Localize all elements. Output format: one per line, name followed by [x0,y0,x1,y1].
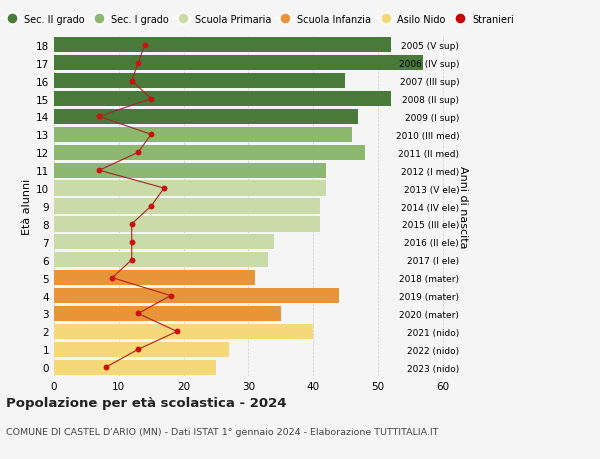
Point [127,221,137,228]
Point [107,274,117,282]
Point [172,328,182,336]
Bar [54,110,358,125]
Point [127,257,137,264]
Bar [54,56,423,71]
Point [95,167,104,174]
Bar [54,217,320,232]
Y-axis label: Anni di nascita: Anni di nascita [458,165,468,248]
Point [127,239,137,246]
Point [95,113,104,121]
Bar [54,128,352,143]
Bar [54,163,326,179]
Point [133,60,143,67]
Bar [54,74,346,89]
Bar [54,342,229,357]
Point [146,131,156,139]
Point [133,149,143,157]
Point [146,95,156,103]
Text: Popolazione per età scolastica - 2024: Popolazione per età scolastica - 2024 [6,396,287,409]
Bar [54,181,326,196]
Point [133,310,143,318]
Point [140,42,149,49]
Bar [54,270,255,285]
Bar [54,288,339,303]
Bar [54,306,281,321]
Point [159,185,169,192]
Y-axis label: Età alunni: Età alunni [22,179,32,235]
Bar [54,146,365,161]
Text: COMUNE DI CASTEL D'ARIO (MN) - Dati ISTAT 1° gennaio 2024 - Elaborazione TUTTITA: COMUNE DI CASTEL D'ARIO (MN) - Dati ISTA… [6,427,439,436]
Legend: Sec. II grado, Sec. I grado, Scuola Primaria, Scuola Infanzia, Asilo Nido, Stran: Sec. II grado, Sec. I grado, Scuola Prim… [0,11,518,28]
Bar [54,92,391,107]
Point [133,346,143,353]
Bar [54,324,313,339]
Bar [54,252,268,268]
Bar [54,38,391,53]
Point [101,364,110,371]
Point [127,78,137,85]
Bar [54,235,274,250]
Bar [54,199,320,214]
Point [166,292,175,300]
Bar [54,360,216,375]
Point [146,203,156,210]
